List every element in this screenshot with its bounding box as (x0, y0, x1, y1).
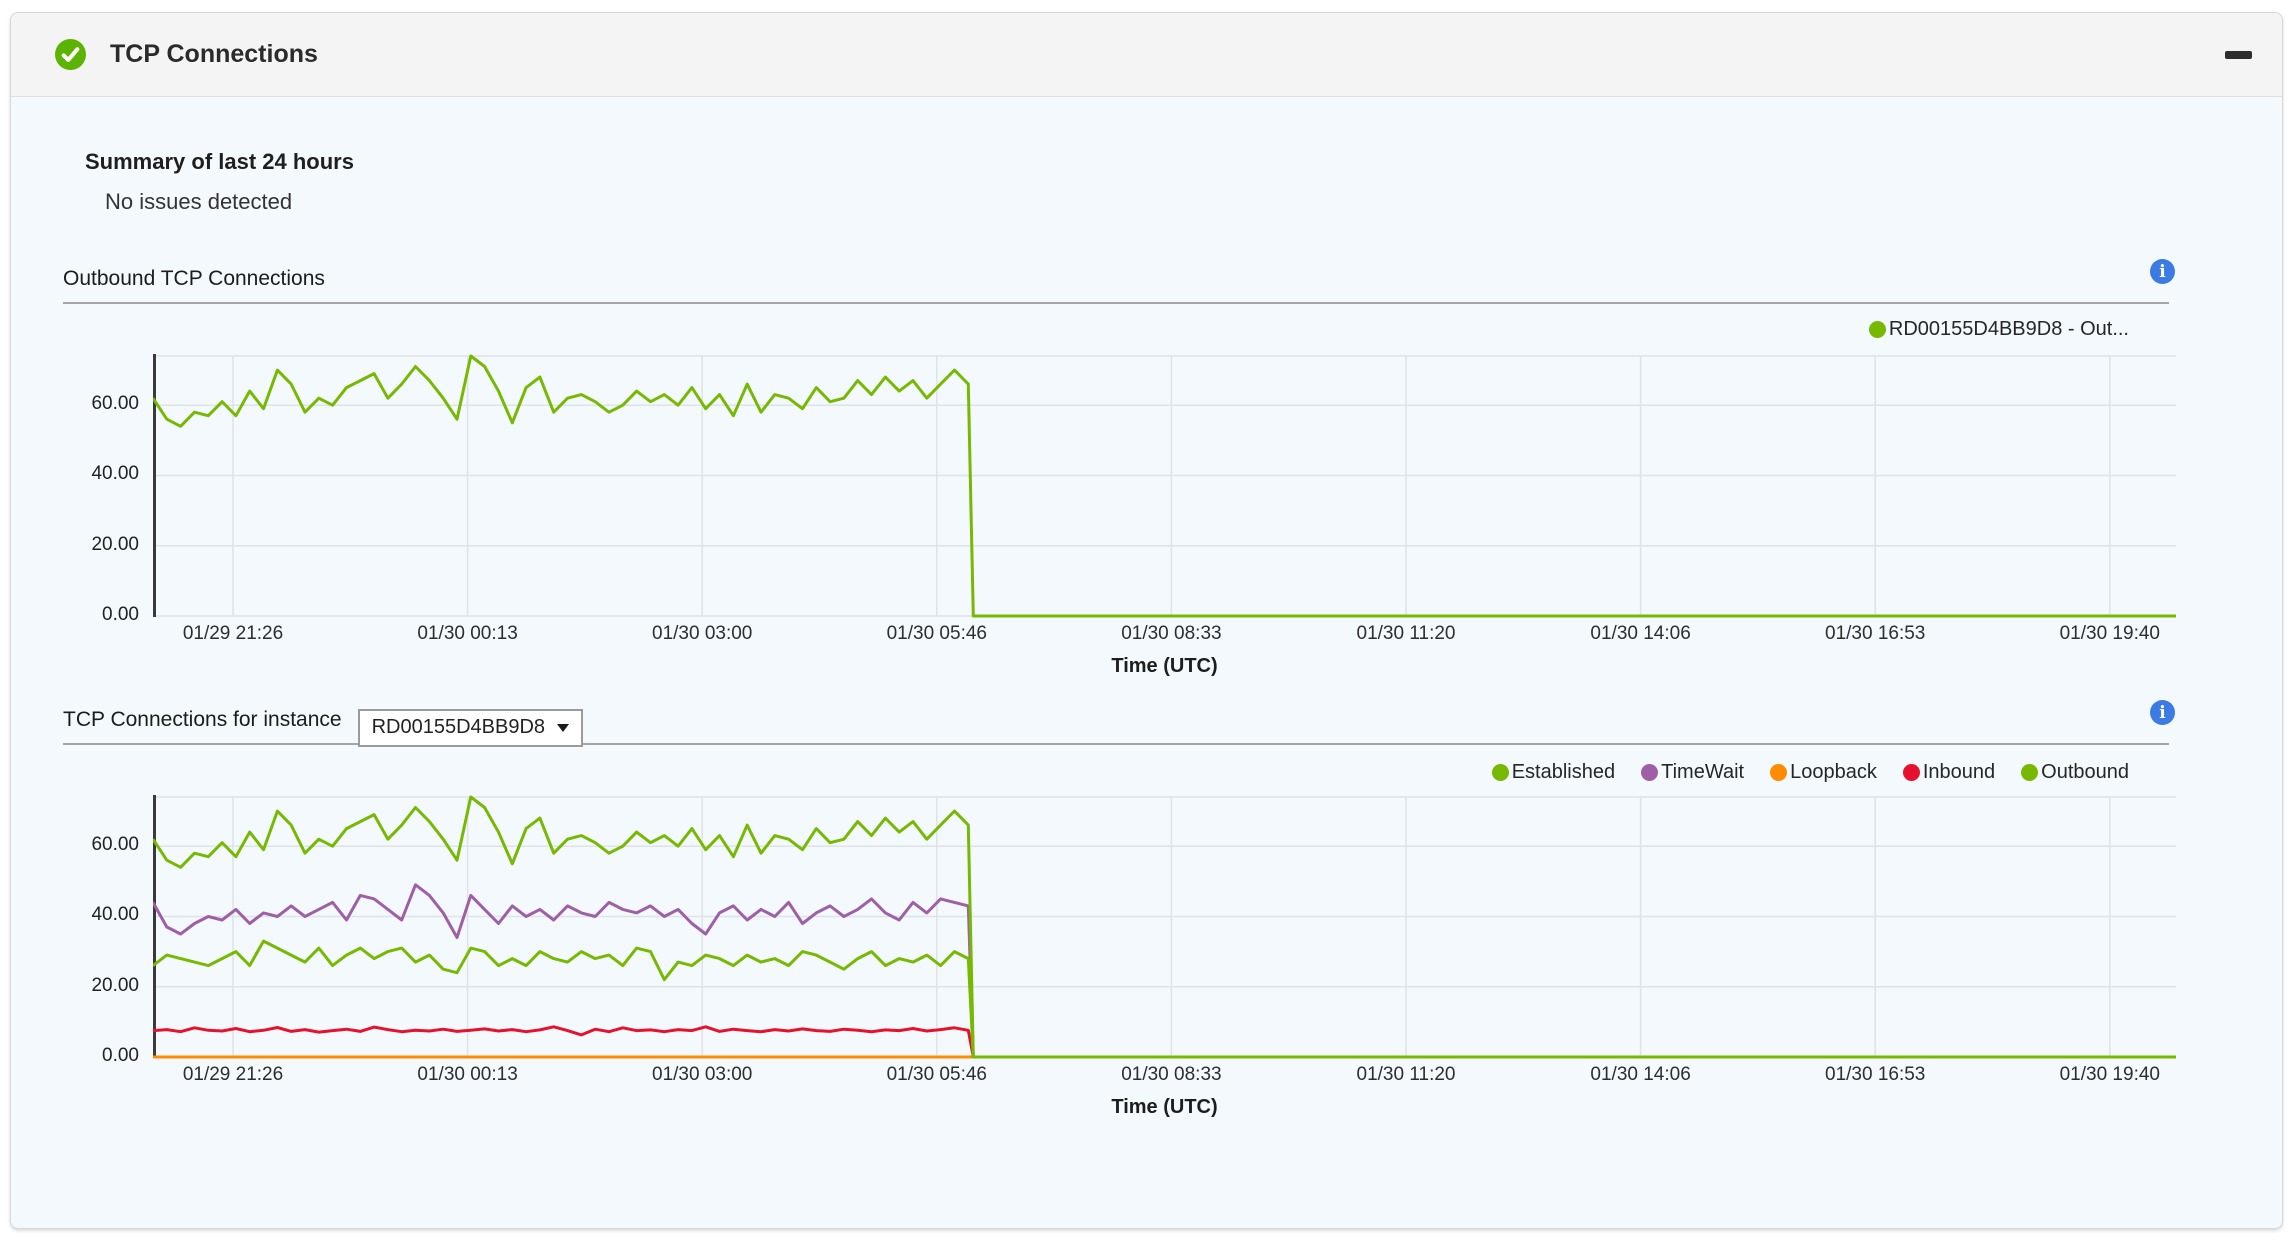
legend-color-dot (1770, 763, 1788, 781)
legend-item-established: Established (1491, 760, 1616, 784)
legend-color-dot (2021, 763, 2039, 781)
x-axis-tick: 01/30 00:13 (417, 1064, 518, 1085)
outbound-chart-legend: RD00155D4BB9D8 - Out... (63, 314, 2169, 344)
legend-item-outbound: Outbound (2021, 761, 2129, 784)
y-axis-tick: 60.00 (91, 834, 139, 856)
plot-area (153, 354, 2176, 619)
instance-chart-legend: Established TimeWait Loopback Inbound Outbou… (63, 757, 2169, 787)
info-icon[interactable]: i (2150, 259, 2175, 284)
legend-color-dot (1641, 763, 1659, 781)
legend-label: Loopback (1790, 760, 1877, 783)
instance-tcp-chart: 0.00 20.00 40.00 60.00 01/29 21:26 01/30 00:… (63, 795, 2240, 1119)
legend-item-loopback: Loopback (1770, 761, 1877, 784)
legend-color-dot (1902, 763, 1920, 781)
y-axis-tick: 20.00 (91, 974, 139, 996)
tcp-connections-panel: TCP Connections Summary of last 24 hours… (10, 12, 2283, 1229)
x-axis-tick: 01/30 03:00 (652, 1064, 753, 1085)
section-header-outbound: Outbound TCP Connections i (63, 259, 2175, 304)
panel-title: TCP Connections (110, 40, 318, 68)
y-axis-labels: 0.00 20.00 40.00 60.00 (63, 795, 139, 1066)
x-axis-tick: 01/30 00:13 (417, 623, 518, 644)
x-axis-tick: 01/30 19:40 (2059, 1064, 2160, 1085)
panel-body: Summary of last 24 hours No issues detec… (11, 149, 2282, 1119)
x-axis-tick: 01/30 05:46 (886, 623, 987, 644)
y-axis-tick: 40.00 (91, 463, 139, 485)
summary-status-text: No issues detected (105, 189, 293, 214)
info-icon[interactable]: i (2150, 700, 2175, 725)
instance-selector-dropdown[interactable]: RD00155D4BB9D8 (357, 709, 584, 747)
chevron-down-icon (557, 723, 570, 732)
x-axis-tick: 01/30 19:40 (2059, 623, 2160, 644)
x-axis-tick: 01/29 21:26 (182, 623, 284, 644)
outbound-tcp-chart: 0.00 20.00 40.00 60.00 01/29 21:26 01/30 00:… (63, 354, 2240, 678)
x-axis-tick: 01/30 11:20 (1356, 623, 1456, 644)
y-axis-tick: 0.00 (102, 604, 139, 625)
x-axis-title: Time (UTC) (1111, 1096, 1218, 1118)
legend-label: RD00155D4BB9D8 - Out... (1888, 317, 2129, 340)
legend-color-dot (1491, 763, 1509, 781)
legend-item-rd00155d4bb9d8-out-: RD00155D4BB9D8 - Out... (1868, 317, 2129, 341)
legend-label: Inbound (1922, 760, 1996, 783)
summary-heading: Summary of last 24 hours (85, 149, 354, 174)
y-axis-tick: 60.00 (91, 393, 139, 415)
x-axis-tick: 01/30 08:33 (1121, 623, 1222, 644)
x-axis-tick: 01/30 16:53 (1825, 1064, 1926, 1085)
legend-item-inbound: Inbound (1902, 760, 1996, 784)
legend-label: TimeWait (1661, 760, 1745, 783)
section-title: TCP Connections for instance (63, 708, 342, 731)
x-axis-tick: 01/30 14:06 (1590, 623, 1691, 644)
panel-header: TCP Connections (11, 13, 2282, 97)
legend-label: Established (1511, 760, 1616, 783)
collapse-panel-button[interactable] (2225, 50, 2252, 59)
x-axis-tick: 01/30 03:00 (652, 623, 753, 644)
x-axis-labels: 01/29 21:26 01/30 00:13 01/30 03:00 01/30 0… (153, 623, 2176, 653)
status-ok-check-icon (55, 39, 86, 70)
x-axis-tick: 01/30 05:46 (886, 1064, 987, 1085)
y-axis-tick: 0.00 (102, 1045, 139, 1066)
y-axis-tick: 20.00 (91, 533, 139, 555)
legend-label: Outbound (2041, 760, 2129, 783)
x-axis-tick: 01/30 16:53 (1825, 623, 1926, 644)
x-axis-tick: 01/30 11:20 (1356, 1064, 1456, 1085)
outbound-chart-svg (153, 354, 2176, 618)
y-axis-tick: 40.00 (91, 904, 139, 926)
x-axis-tick: 01/30 08:33 (1121, 1064, 1222, 1085)
legend-item-timewait: TimeWait (1641, 761, 1744, 784)
x-axis-tick: 01/30 14:06 (1590, 1064, 1691, 1085)
section-title: Outbound TCP Connections (63, 267, 325, 290)
legend-color-dot (1868, 320, 1886, 338)
x-axis-labels: 01/29 21:26 01/30 00:13 01/30 03:00 01/30 0… (153, 1064, 2176, 1094)
instance-chart-svg (153, 795, 2176, 1059)
x-axis-tick: 01/29 21:26 (182, 1064, 284, 1085)
y-axis-labels: 0.00 20.00 40.00 60.00 (63, 354, 139, 625)
plot-area (153, 795, 2176, 1060)
x-axis-title: Time (UTC) (1111, 655, 1218, 677)
instance-selector-value: RD00155D4BB9D8 (371, 716, 546, 738)
section-header-instance: TCP Connections for instance RD00155D4BB… (63, 700, 2175, 747)
